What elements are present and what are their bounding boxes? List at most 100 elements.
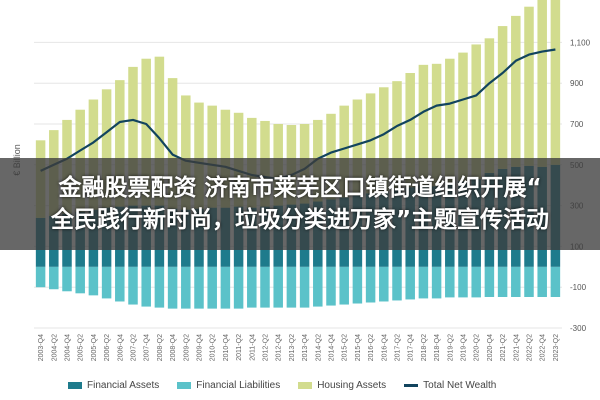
- bar-housing-assets: [141, 58, 151, 206]
- x-tick-label: 2010-Q4: [223, 334, 230, 361]
- x-tick-label: 2009-Q4: [197, 334, 204, 361]
- bar-housing-assets: [326, 113, 336, 200]
- bar-housing-assets: [365, 93, 376, 194]
- x-tick-label: 2005-Q4: [91, 334, 98, 361]
- x-tick-label: 2011-Q2: [236, 334, 243, 361]
- x-tick-label: 2022-Q2: [527, 334, 534, 361]
- bar-financial-liabilities: [524, 266, 534, 297]
- x-tick-label: 2010-Q2: [210, 334, 217, 361]
- y-tick-label: -300: [570, 324, 587, 333]
- x-tick-label: 2014-Q2: [315, 334, 322, 361]
- bar-housing-assets: [405, 73, 415, 188]
- bar-financial-liabilities: [35, 266, 46, 288]
- x-tick-label: 2021-Q4: [513, 334, 520, 361]
- x-tick-label: 2008-Q2: [157, 334, 164, 361]
- bar-housing-assets: [181, 95, 191, 210]
- x-tick-label: 2005-Q2: [78, 334, 85, 361]
- legend-label-total-net-wealth: Total Net Wealth: [423, 379, 497, 391]
- bar-financial-liabilities: [115, 266, 125, 302]
- bar-financial-liabilities: [339, 266, 349, 305]
- x-tick-label: 2022-Q4: [540, 334, 547, 361]
- x-tick-label: 2012-Q4: [276, 334, 283, 361]
- x-tick-label: 2007-Q4: [144, 334, 151, 361]
- bar-financial-liabilities: [365, 266, 376, 303]
- bar-financial-liabilities: [260, 266, 270, 308]
- bar-housing-assets: [194, 102, 204, 209]
- bar-housing-assets: [471, 44, 481, 180]
- x-tick-label: 2020-Q4: [487, 334, 494, 361]
- x-tick-label: 2004-Q4: [65, 334, 72, 361]
- bar-financial-liabilities: [181, 266, 191, 309]
- x-tick-label: 2015-Q4: [355, 334, 362, 361]
- legend-item-housing-assets: Housing Assets: [298, 380, 386, 391]
- bar-financial-liabilities: [62, 266, 72, 292]
- x-tick-label: 2015-Q2: [342, 334, 349, 361]
- bar-housing-assets: [497, 26, 508, 169]
- x-tick-label: 2017-Q4: [408, 334, 415, 361]
- bar-financial-liabilities: [352, 266, 363, 304]
- bar-financial-liabilities: [379, 266, 389, 302]
- bar-housing-assets: [392, 81, 402, 190]
- bar-financial-liabilities: [220, 266, 231, 309]
- bar-housing-assets: [339, 105, 349, 198]
- x-tick-label: 2017-Q2: [395, 334, 402, 361]
- x-tick-label: 2004-Q2: [51, 334, 58, 361]
- bar-housing-assets: [418, 64, 429, 186]
- x-tick-label: 2018-Q2: [421, 334, 428, 361]
- bar-financial-liabilities: [194, 266, 204, 309]
- bar-housing-assets: [167, 78, 178, 209]
- x-tick-label: 2014-Q4: [329, 334, 336, 361]
- bar-housing-assets: [458, 52, 468, 182]
- legend-swatch-financial-liabilities: [177, 381, 192, 389]
- bar-housing-assets: [128, 66, 138, 206]
- bars-layer: [35, 0, 561, 309]
- bar-financial-liabilities: [405, 266, 415, 300]
- bar-financial-liabilities: [141, 266, 151, 307]
- bar-financial-liabilities: [418, 266, 429, 299]
- x-tick-label: 2018-Q4: [434, 334, 441, 361]
- bar-financial-liabilities: [471, 266, 481, 298]
- bar-financial-liabilities: [154, 266, 165, 308]
- legend: Financial Assets Financial Liabilities H…: [68, 376, 496, 394]
- bar-housing-assets: [511, 15, 521, 167]
- overlay-line-1: 金融股票配资 济南市莱芜区口镇街道组织开展“: [58, 175, 542, 201]
- x-tick-label: 2003-Q4: [38, 334, 45, 361]
- y-tick-label: -100: [570, 283, 587, 292]
- x-tick-label: 2007-Q2: [131, 334, 138, 361]
- legend-item-financial-liabilities: Financial Liabilities: [177, 380, 280, 391]
- bar-housing-assets: [550, 0, 561, 165]
- bar-housing-assets: [154, 56, 165, 206]
- x-tick-label: 2021-Q2: [500, 334, 507, 361]
- bar-financial-liabilities: [207, 266, 217, 309]
- bar-housing-assets: [524, 6, 534, 166]
- bar-housing-assets: [537, 0, 547, 167]
- bar-financial-liabilities: [537, 266, 547, 297]
- x-tick-label: 2008-Q4: [170, 334, 177, 361]
- bar-housing-assets: [88, 99, 99, 210]
- overlay-banner: 金融股票配资 济南市莱芜区口镇街道组织开展“ 全民践行新时尚，垃圾分类进万家”主…: [0, 158, 600, 250]
- bar-financial-liabilities: [167, 266, 178, 309]
- x-tick-label: 2016-Q4: [381, 334, 388, 361]
- bar-housing-assets: [445, 58, 455, 184]
- bar-financial-liabilities: [484, 266, 495, 297]
- x-tick-label: 2013-Q2: [289, 334, 296, 361]
- legend-label-financial-assets: Financial Assets: [87, 379, 160, 391]
- bar-housing-assets: [115, 80, 125, 207]
- bar-financial-liabilities: [445, 266, 455, 298]
- legend-label-housing-assets: Housing Assets: [317, 379, 387, 391]
- y-tick-label: 900: [570, 79, 584, 88]
- bar-financial-liabilities: [88, 266, 99, 296]
- bar-financial-liabilities: [511, 266, 521, 297]
- x-tick-label: 2006-Q4: [117, 334, 124, 361]
- x-tick-label: 2016-Q2: [368, 334, 375, 361]
- x-tick-label: 2012-Q2: [263, 334, 270, 361]
- x-tick-label: 2011-Q4: [249, 334, 256, 361]
- legend-swatch-total-net-wealth: [404, 383, 419, 387]
- bar-financial-liabilities: [299, 266, 310, 308]
- bar-financial-liabilities: [247, 266, 257, 308]
- bar-financial-liabilities: [233, 266, 244, 309]
- legend-swatch-housing-assets: [298, 381, 313, 389]
- x-tick-label: 2006-Q2: [104, 334, 111, 361]
- bar-financial-liabilities: [128, 266, 138, 305]
- bar-housing-assets: [207, 105, 217, 208]
